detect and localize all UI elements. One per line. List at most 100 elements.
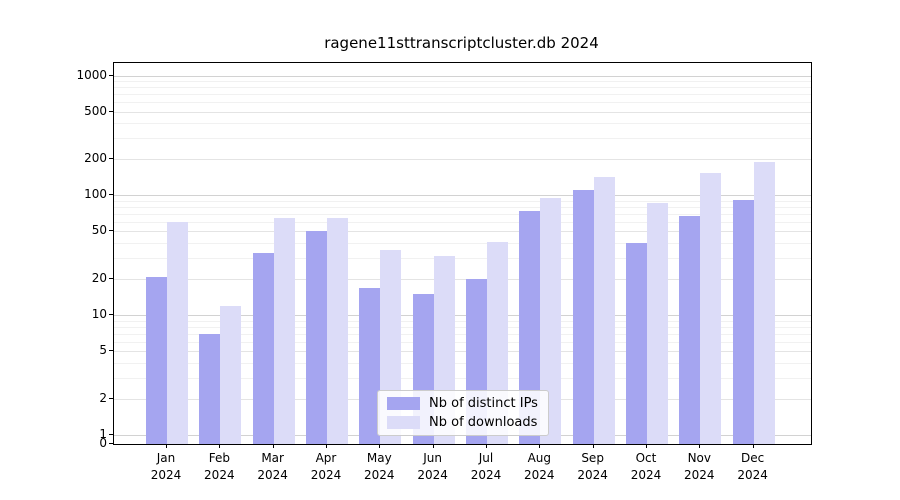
x-tick-jul xyxy=(485,444,487,448)
plot-area: Nb of distinct IPs Nb of downloads xyxy=(113,62,812,445)
bar-ips-dec xyxy=(732,200,754,444)
bar-ips-mar xyxy=(252,253,274,444)
bar-ips-may xyxy=(359,287,381,444)
x-label-year: 2024 xyxy=(257,468,288,482)
y-tick-label-100: 100 xyxy=(84,187,107,202)
x-label-year: 2024 xyxy=(417,468,448,482)
x-label-month: Aug xyxy=(527,451,552,465)
gridline-minor xyxy=(114,123,811,125)
x-tick-label-dec: Dec 2024 xyxy=(726,450,780,484)
x-label-year: 2024 xyxy=(470,468,502,482)
gridline-minor xyxy=(114,221,811,223)
x-tick-label-may: May 2024 xyxy=(352,450,406,484)
y-tick-100 xyxy=(109,194,113,196)
bar-downloads-nov xyxy=(700,172,722,444)
gridline-10 xyxy=(114,315,811,317)
x-tick-label-jan: Jan 2024 xyxy=(139,450,193,484)
gridline-minor xyxy=(114,213,811,215)
y-tick-label-2: 2 xyxy=(99,390,107,405)
y-tick-5 xyxy=(109,350,113,352)
bar-downloads-mar xyxy=(273,217,295,444)
x-label-year: 2024 xyxy=(577,468,608,482)
gridline-minor xyxy=(114,320,811,322)
legend-row-ips: Nb of distinct IPs xyxy=(387,396,538,411)
x-tick-dec xyxy=(752,444,754,448)
gridline-minor xyxy=(114,243,811,245)
y-tick-label-50: 50 xyxy=(91,223,107,238)
x-tick-jan xyxy=(166,444,167,448)
y-tick-label-1: 1 xyxy=(99,427,107,441)
gridline-minor xyxy=(114,377,811,379)
x-tick-label-sep: Sep 2024 xyxy=(566,450,620,484)
x-label-month: Apr xyxy=(315,451,337,465)
x-label-year: 2024 xyxy=(630,468,662,482)
bar-ips-feb xyxy=(199,333,221,444)
bar-downloads-sep xyxy=(593,177,615,444)
gridline-50 xyxy=(114,231,811,233)
gridline-5 xyxy=(114,351,811,353)
gridline-minor xyxy=(114,94,811,96)
gridline-minor xyxy=(114,200,811,202)
gridline-1000 xyxy=(114,75,811,77)
y-tick-200 xyxy=(109,158,113,160)
x-tick-may xyxy=(379,444,381,448)
y-tick-label-500: 500 xyxy=(84,103,107,118)
x-label-month: Nov xyxy=(687,451,711,465)
y-tick-label-20: 20 xyxy=(91,271,107,286)
x-label-month: Jun xyxy=(423,451,443,465)
gridline-minor xyxy=(114,87,811,89)
bar-downloads-apr xyxy=(326,217,348,444)
legend: Nb of distinct IPs Nb of downloads xyxy=(377,390,549,436)
gridline-100 xyxy=(114,195,811,197)
x-label-month: Sep xyxy=(581,451,604,465)
gridline-20 xyxy=(114,279,811,281)
x-tick-label-jun: Jun 2024 xyxy=(406,450,460,484)
gridline-minor xyxy=(114,138,811,140)
legend-label-ips: Nb of distinct IPs xyxy=(429,396,538,411)
gridline-minor xyxy=(114,81,811,83)
y-tick-50 xyxy=(109,230,113,232)
x-tick-feb xyxy=(219,444,221,448)
y-tick-0 xyxy=(109,443,113,444)
x-label-month: Dec xyxy=(741,451,765,465)
legend-row-downloads: Nb of downloads xyxy=(387,415,538,430)
y-tick-label-5: 5 xyxy=(99,343,107,358)
gridline-minor xyxy=(114,258,811,260)
bar-ips-jan xyxy=(146,276,167,444)
y-tick-label-200: 200 xyxy=(84,151,107,166)
bar-ips-sep xyxy=(572,189,594,444)
x-label-month: Oct xyxy=(635,451,657,465)
x-label-year: 2024 xyxy=(737,468,768,482)
x-tick-label-mar: Mar 2024 xyxy=(246,450,300,484)
x-label-month: Mar xyxy=(261,451,284,465)
x-label-month: May xyxy=(366,451,392,465)
x-label-month: Feb xyxy=(208,451,230,465)
x-label-month: Jul xyxy=(478,451,494,465)
x-tick-label-aug: Aug 2024 xyxy=(512,450,566,484)
x-tick-mar xyxy=(272,444,274,448)
y-tick-label-10: 10 xyxy=(91,307,107,322)
gridline-500 xyxy=(114,111,811,113)
x-tick-jun xyxy=(432,444,434,448)
bar-downloads-dec xyxy=(753,161,775,444)
bar-ips-oct xyxy=(625,243,647,444)
y-tick-10 xyxy=(109,314,113,316)
x-tick-label-nov: Nov 2024 xyxy=(672,450,726,484)
legend-swatch-ips xyxy=(387,397,420,410)
x-tick-oct xyxy=(645,444,647,448)
gridline-minor xyxy=(114,102,811,104)
gridline-minor xyxy=(114,341,811,343)
x-label-month: Jan xyxy=(156,451,176,465)
x-label-year: 2024 xyxy=(524,468,555,482)
x-tick-sep xyxy=(592,444,594,448)
bar-downloads-aug xyxy=(540,197,562,444)
gridline-200 xyxy=(114,159,811,161)
x-tick-label-apr: Apr 2024 xyxy=(299,450,353,484)
x-tick-label-feb: Feb 2024 xyxy=(192,450,246,484)
gridline-minor xyxy=(114,362,811,364)
x-tick-nov xyxy=(699,444,701,448)
y-tick-label-1000: 1000 xyxy=(76,67,107,82)
bar-ips-aug xyxy=(519,211,541,444)
gridline-minor xyxy=(114,207,811,208)
